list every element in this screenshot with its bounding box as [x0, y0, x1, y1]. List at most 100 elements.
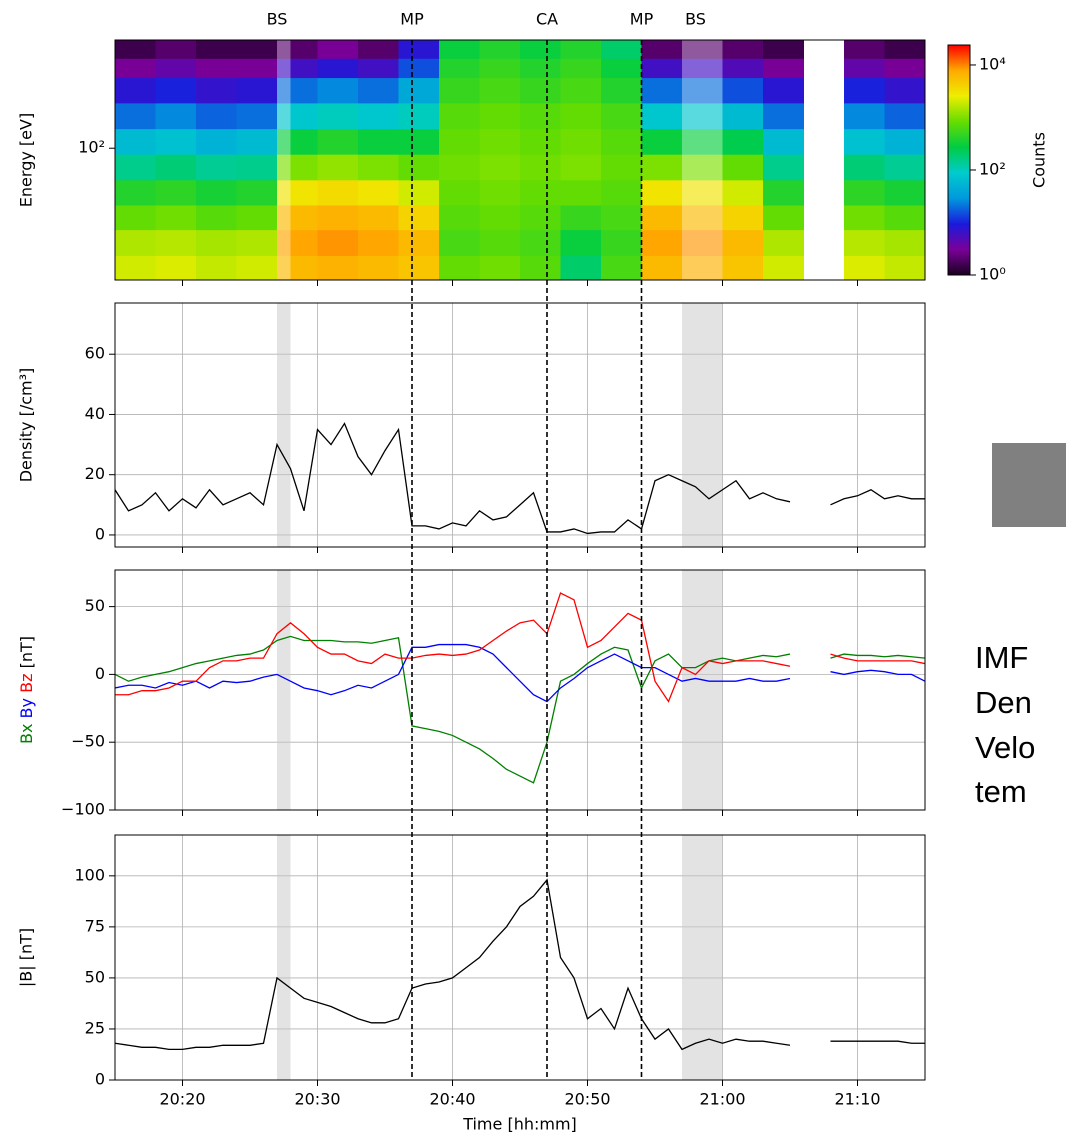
heatmap-cell: [358, 229, 399, 256]
heatmap-cell: [196, 40, 237, 59]
colorbar-tick-label: 10⁴: [979, 54, 1006, 73]
plot-area: [115, 835, 925, 1080]
heatmap-cell: [277, 77, 318, 104]
heatmap-cell: [520, 229, 561, 256]
heatmap-cell: [844, 128, 885, 155]
heatmap-cell: [601, 77, 642, 104]
heatmap-cell: [196, 58, 237, 79]
heatmap-cell: [277, 229, 318, 256]
heatmap-cell: [439, 58, 480, 79]
heatmap-cell: [763, 154, 804, 181]
y-tick-label: 50: [85, 967, 105, 986]
heatmap-cell: [236, 255, 278, 280]
heatmap-cell: [439, 154, 480, 181]
heatmap-cell: [641, 128, 683, 155]
heatmap-cell: [317, 58, 359, 79]
heatmap-cell: [520, 179, 561, 206]
heatmap-cell: [560, 255, 602, 280]
heatmap-cell: [763, 229, 804, 256]
heatmap-cell: [358, 102, 399, 130]
heatmap-cell: [641, 58, 683, 79]
heatmap-cell: [560, 77, 602, 104]
heatmap-cell: [520, 40, 561, 59]
heatmap-cell: [763, 128, 804, 155]
heatmap-cell: [439, 102, 480, 130]
side-box: [992, 443, 1066, 527]
heatmap-cell: [196, 204, 237, 231]
y-tick-label: −50: [71, 732, 105, 751]
heatmap-cell: [682, 154, 723, 181]
heatmap-cell: [439, 128, 480, 155]
heatmap-cell: [155, 229, 197, 256]
event-label: MP: [630, 10, 654, 29]
heatmap-cell: [641, 102, 683, 130]
heatmap-cell: [520, 255, 561, 280]
y-tick-label: 0: [95, 1070, 105, 1089]
heatmap-cell: [277, 255, 318, 280]
heatmap-cell: [115, 128, 156, 155]
x-tick-label: 20:30: [294, 1090, 340, 1109]
axes-frame: [114, 569, 926, 811]
event-label: MP: [400, 10, 424, 29]
heatmap-cell: [236, 128, 278, 155]
heatmap-cell: [358, 77, 399, 104]
y-tick-label: 20: [85, 464, 105, 483]
heatmap-cell: [236, 102, 278, 130]
heatmap-cell: [317, 255, 359, 280]
heatmap-cell: [520, 102, 561, 130]
heatmap-cell: [317, 229, 359, 256]
heatmap-cell: [722, 40, 764, 59]
shaded-band: [277, 835, 291, 1080]
heatmap-cell: [358, 154, 399, 181]
heatmap-cell: [115, 58, 156, 79]
heatmap-cell: [722, 229, 764, 256]
heatmap-cell: [398, 77, 440, 104]
heatmap-cell: [479, 40, 521, 59]
heatmap-cell: [520, 204, 561, 231]
panel: 10² Energy [eV]: [17, 39, 926, 286]
heatmap-cell: [317, 204, 359, 231]
heatmap-cell: [439, 229, 480, 256]
heatmap-cell: [398, 179, 440, 206]
y-axis-label: Density [/cm³]: [17, 368, 36, 483]
heatmap-cell: [155, 128, 197, 155]
heatmap-cell: [236, 154, 278, 181]
heatmap-cell: [155, 77, 197, 104]
heatmap-cell: [479, 102, 521, 130]
shaded-band: [277, 570, 291, 810]
axes-frame: [114, 302, 926, 548]
heatmap-cell: [884, 77, 925, 104]
heatmap-cell: [601, 40, 642, 59]
heatmap-cell: [722, 179, 764, 206]
heatmap-cell: [722, 204, 764, 231]
axes-frame: [114, 834, 926, 1081]
colorbar: [947, 44, 971, 276]
heatmap-cell: [520, 128, 561, 155]
heatmap-cell: [722, 154, 764, 181]
y-tick-label: 0: [95, 664, 105, 683]
heatmap-cell: [277, 58, 318, 79]
heatmap-cell: [722, 77, 764, 104]
heatmap-cell: [560, 204, 602, 231]
heatmap-cell: [439, 179, 480, 206]
heatmap-cell: [884, 128, 925, 155]
heatmap-cell: [317, 77, 359, 104]
heatmap-cell: [682, 128, 723, 155]
panel: −100 −50 0 50 Bx By Bz [nT]: [17, 569, 926, 819]
heatmap-cell: [479, 255, 521, 280]
event-label: BS: [685, 10, 706, 29]
side-note: Den: [975, 685, 1032, 720]
heatmap-cell: [560, 179, 602, 206]
heatmap-cell: [358, 58, 399, 79]
heatmap-cell: [317, 40, 359, 59]
y-tick-label: −100: [61, 800, 105, 819]
heatmap-cell: [115, 102, 156, 130]
heatmap-cell: [844, 40, 885, 59]
heatmap-cell: [560, 102, 602, 130]
heatmap-cell: [115, 255, 156, 280]
x-tick-label: 20:20: [159, 1090, 205, 1109]
heatmap-cell: [115, 179, 156, 206]
heatmap-cell: [884, 154, 925, 181]
heatmap-cell: [682, 77, 723, 104]
